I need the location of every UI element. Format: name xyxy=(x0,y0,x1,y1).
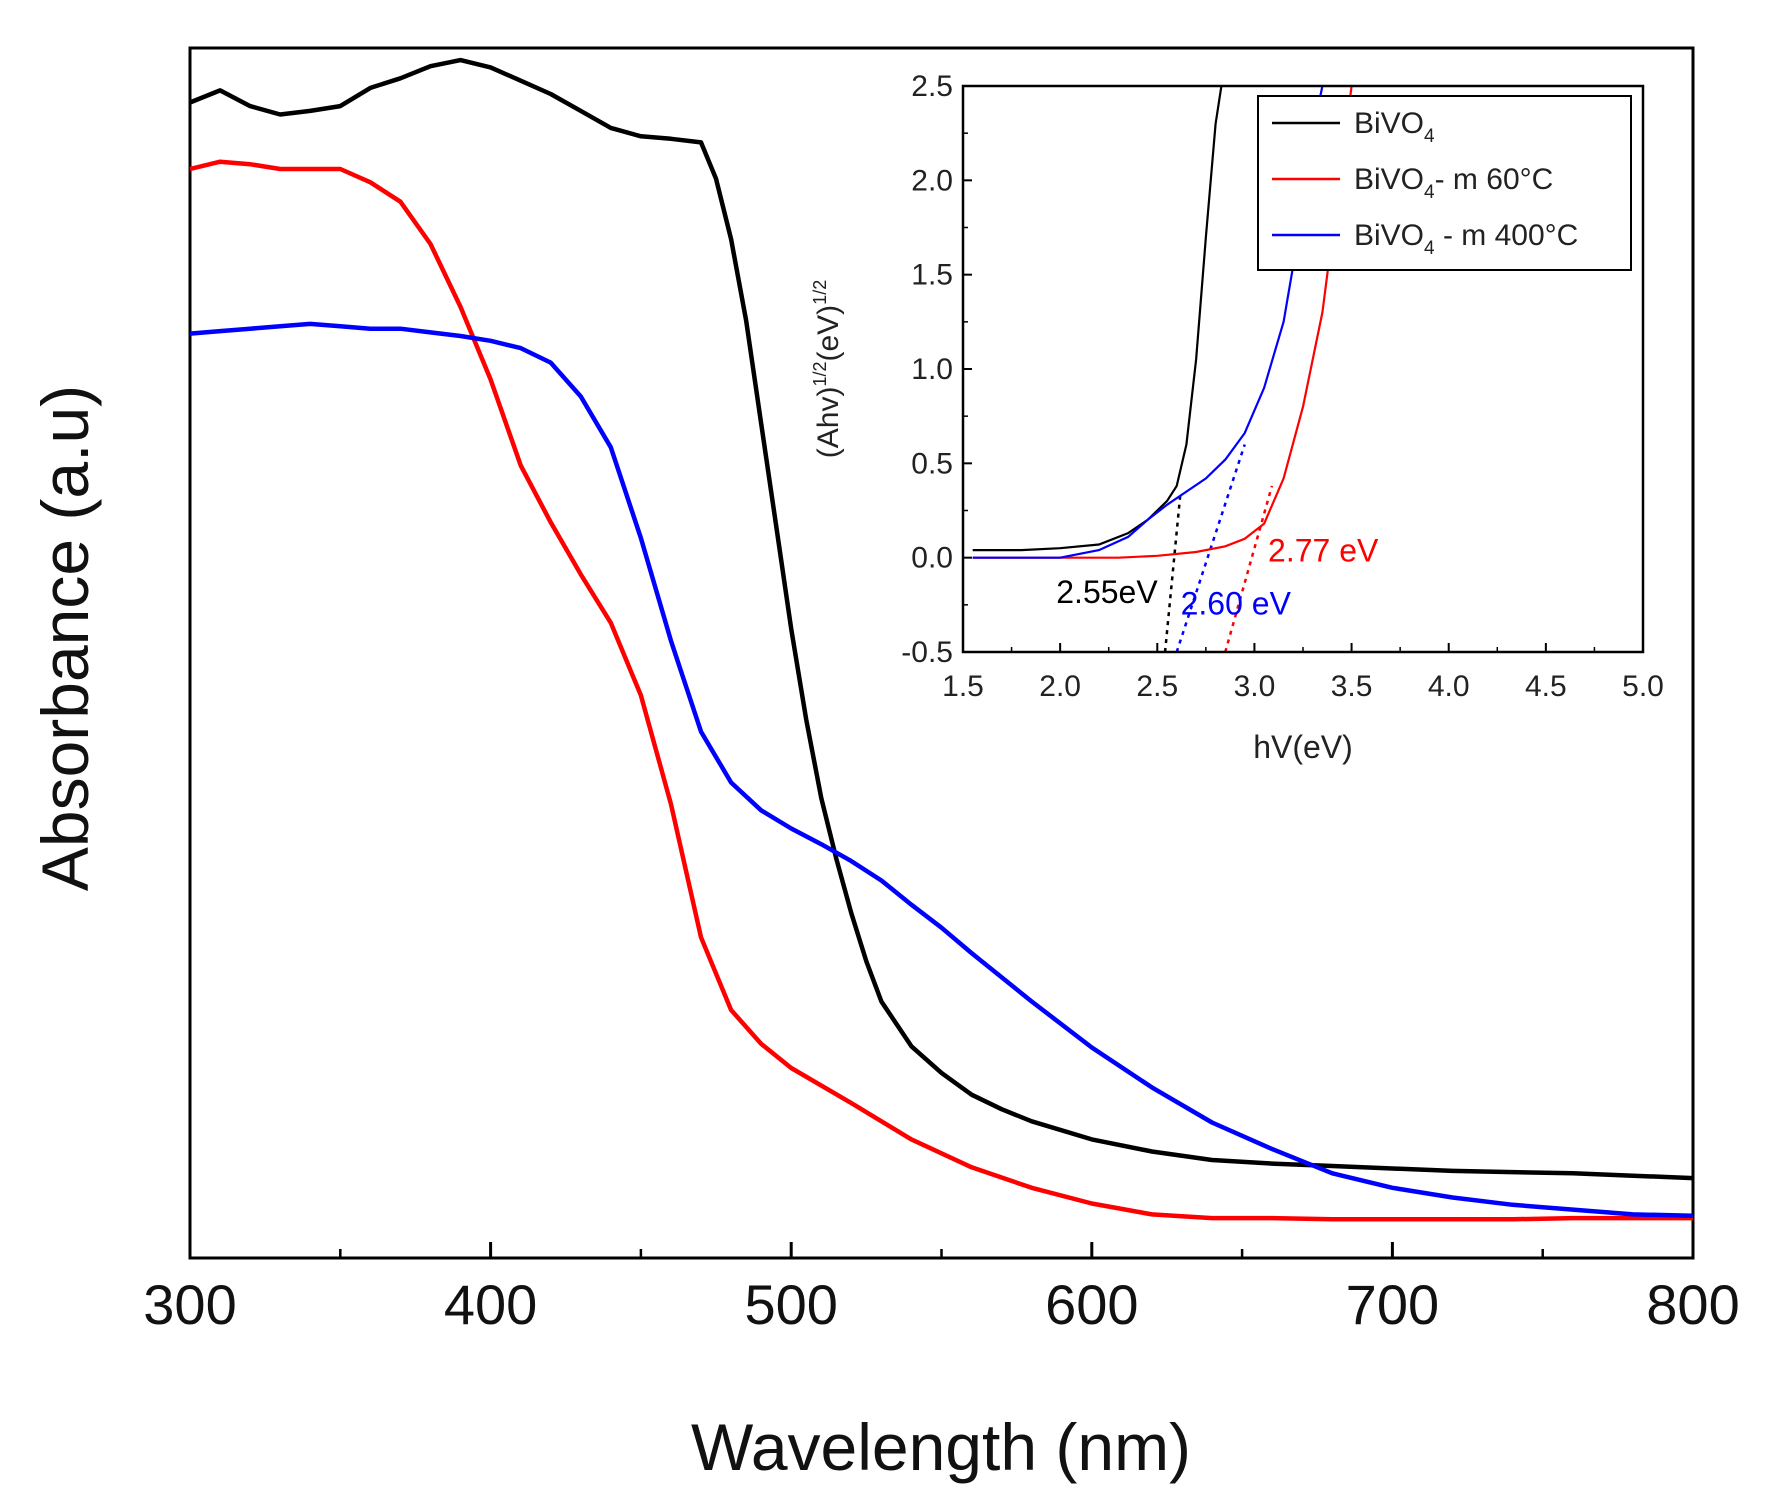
main-x-tick-label-700: 700 xyxy=(1346,1273,1439,1336)
legend: BiVO4 BiVO4- m 60°C BiVO4 - m 400°C xyxy=(1257,95,1632,271)
legend-entry-bivo4-m400: BiVO4 - m 400°C xyxy=(1272,219,1578,259)
main-chart: 300 400 500 600 700 800 Wavelength (nm) Absor… xyxy=(28,46,1740,1484)
main-x-tick-label-500: 500 xyxy=(744,1273,837,1336)
main-x-tick-label-400: 400 xyxy=(444,1273,537,1336)
main-x-tick-label-600: 600 xyxy=(1045,1273,1138,1336)
inset-chart: 1.5 2.0 2.5 3.0 3.5 4.0 4.5 5.0 -0.5 0.0 0.5 1.0 1.… xyxy=(810,70,1664,765)
inset-x-ticks: 1.5 2.0 2.5 3.0 3.5 4.0 4.5 5.0 xyxy=(942,643,1664,703)
inset-x-tick-label: 1.5 xyxy=(942,670,984,703)
main-x-axis-label: Wavelength (nm) xyxy=(691,1410,1191,1484)
legend-label-bivo4-m400: BiVO4 - m 400°C xyxy=(1354,219,1578,259)
inset-y-tick-label: -0.5 xyxy=(901,636,953,669)
bandgap-label-2-77-ev: 2.77 eV xyxy=(1268,532,1379,568)
inset-y-axis-label: (Ahv)1/2(eV)1/2 xyxy=(810,280,845,458)
inset-x-tick-label: 3.5 xyxy=(1331,670,1373,703)
inset-series-bivo4 xyxy=(972,85,1223,552)
inset-x-tick-label: 2.0 xyxy=(1039,670,1081,703)
legend-label-bivo4: BiVO4 xyxy=(1354,107,1435,147)
main-x-tick-label-800: 800 xyxy=(1646,1273,1739,1336)
inset-y-label-sup1: 1/2 xyxy=(810,362,830,387)
legend-box xyxy=(1257,95,1632,271)
main-y-axis-label: Absorbance (a.u) xyxy=(28,385,102,891)
legend-entry-bivo4: BiVO4 xyxy=(1272,107,1435,147)
bandgap-label-2-55ev: 2.55eV xyxy=(1056,574,1158,610)
inset-y-tick-label: 2.5 xyxy=(911,70,953,103)
inset-y-tick-label: 1.5 xyxy=(911,259,953,292)
main-x-ticks: 300 400 500 600 700 800 xyxy=(143,1242,1740,1336)
inset-annotations: 2.55eV 2.60 eV 2.77 eV xyxy=(1056,532,1379,621)
inset-y-label-part2: (eV) xyxy=(812,305,845,362)
main-series-bivo4 xyxy=(189,57,1694,1181)
legend-label-bivo4-m60: BiVO4- m 60°C xyxy=(1354,163,1553,203)
inset-tangent-bivo4-m-60-c xyxy=(1224,485,1274,653)
inset-x-tick-label: 4.5 xyxy=(1525,670,1567,703)
inset-x-tick-label: 3.0 xyxy=(1234,670,1276,703)
inset-y-ticks: -0.5 0.0 0.5 1.0 1.5 2.0 2.5 xyxy=(901,70,972,669)
legend-entry-bivo4-m60: BiVO4- m 60°C xyxy=(1272,163,1553,203)
main-series-bivo4-m-400-c xyxy=(189,321,1694,1218)
inset-y-tick-label: 1.0 xyxy=(911,353,953,386)
inset-x-tick-label: 5.0 xyxy=(1622,670,1664,703)
inset-x-axis-label: hV(eV) xyxy=(1253,729,1353,765)
inset-y-tick-label: 2.0 xyxy=(911,164,953,197)
inset-y-label-sup2: 1/2 xyxy=(810,280,830,305)
main-series-group xyxy=(189,57,1694,1222)
bandgap-label-2-60-ev: 2.60 eV xyxy=(1181,585,1292,621)
main-x-tick-label-300: 300 xyxy=(143,1273,236,1336)
inset-x-tick-label: 2.5 xyxy=(1136,670,1178,703)
inset-x-tick-label: 4.0 xyxy=(1428,670,1470,703)
inset-y-label-part1: (Ahv) xyxy=(812,387,845,459)
inset-y-tick-label: 0.0 xyxy=(911,542,953,575)
inset-y-tick-label: 0.5 xyxy=(911,447,953,480)
main-series-bivo4-m-60-c xyxy=(189,159,1693,1222)
